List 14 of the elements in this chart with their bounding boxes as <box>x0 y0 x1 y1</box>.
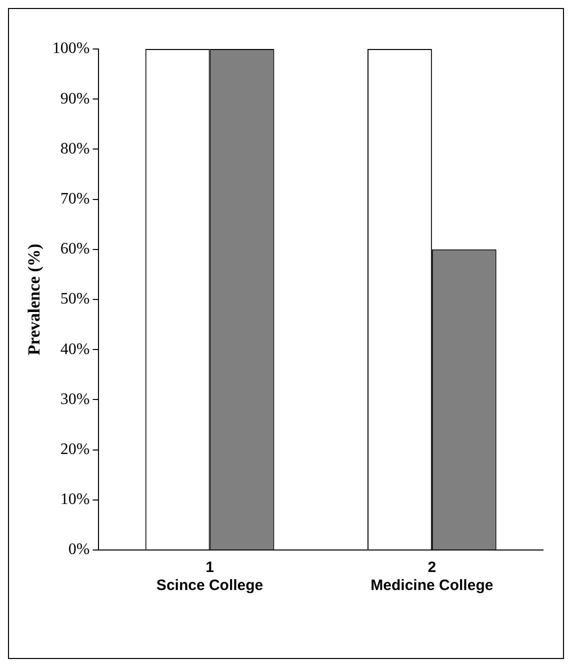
y-tick-label: 40% <box>60 340 90 358</box>
y-tick-label: 100% <box>52 40 90 58</box>
y-tick-label: 80% <box>60 140 90 158</box>
x-tick-label: 2 Medicine College <box>370 559 494 594</box>
y-tick-label: 90% <box>60 90 90 108</box>
y-tick-label: 0% <box>68 541 90 558</box>
y-tick-label: 10% <box>60 491 90 508</box>
y-tick-label: 50% <box>60 290 90 308</box>
y-axis-title: Prevalence (%) <box>24 244 44 356</box>
y-tick-label: 60% <box>60 240 90 258</box>
y-tick-label: 70% <box>60 190 90 208</box>
y-tick-label: 20% <box>60 441 90 458</box>
y-tick-label: 30% <box>60 390 90 408</box>
x-tick-label: 1 Scince College <box>156 559 264 594</box>
